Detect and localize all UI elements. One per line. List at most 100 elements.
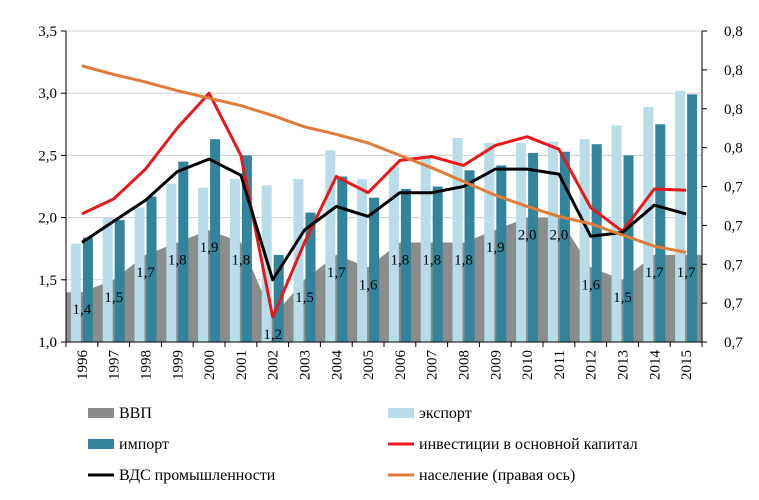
legend: ВВП экспорт импорт инвестиции в основной ка… (88, 405, 638, 484)
export-bar (134, 207, 145, 342)
y-tick-label: 2,5 (38, 148, 57, 164)
gdp-data-label: 1,7 (677, 265, 696, 281)
x-tick-label: 2003 (298, 350, 314, 380)
gdp-data-label: 2,0 (518, 228, 537, 244)
gdp-data-label: 1,8 (168, 253, 187, 269)
population-line (81, 64, 687, 254)
gdp-data-label: 1,5 (295, 290, 314, 306)
axes (61, 30, 707, 347)
x-tick-label: 2002 (266, 350, 282, 380)
import-bar (178, 161, 189, 342)
import-bar (241, 155, 252, 342)
x-tick-label: 2012 (584, 350, 600, 380)
x-tick-label: 2004 (329, 350, 345, 381)
legend-label-population: население (правая ось) (419, 467, 575, 484)
legend-swatch-gdp (88, 408, 114, 418)
import-bar (623, 155, 634, 342)
gdp-data-label: 1,8 (422, 253, 441, 269)
x-tick-label: 2015 (679, 350, 695, 380)
legend-label-investment: инвестиции в основной капитал (419, 436, 638, 453)
gdp-data-label: 1,8 (454, 253, 473, 269)
gdp-data-label: 1,9 (486, 240, 505, 256)
import-bar (273, 254, 284, 342)
gdp-data-label: 1,6 (581, 277, 600, 293)
y2-tick-label: 0,7 (724, 180, 743, 196)
import-bar (464, 170, 475, 342)
gdp-data-label: 1,9 (200, 240, 219, 256)
export-bar (325, 150, 336, 342)
gdp-data-label: 1,7 (645, 265, 664, 281)
import-bar (591, 144, 602, 342)
y2-tick-label: 0,8 (724, 102, 743, 118)
export-bar (675, 90, 686, 342)
export-bar (420, 155, 431, 342)
import-bar (82, 237, 93, 342)
x-tick-label: 2001 (234, 350, 250, 380)
y-tick-label: 2,0 (38, 211, 57, 227)
gdp-data-label: 2,0 (550, 228, 569, 244)
x-tick-label: 2005 (361, 350, 377, 380)
import-bar (559, 151, 570, 342)
export-bar (293, 179, 304, 342)
import-bar (369, 197, 380, 342)
tick-labels: 1,0 1,5 2,0 2,5 3,0 3,5 0,7 0,7 0,7 0,7 0,7 0,8 0,8 0… (38, 24, 743, 380)
y-tick-label: 1,0 (38, 335, 57, 351)
export-bar (516, 143, 527, 342)
export-bar (166, 184, 177, 342)
import-bar (146, 196, 157, 342)
x-tick-label: 2007 (425, 350, 441, 381)
x-tick-label: 1997 (107, 350, 123, 381)
y2-tick-label: 0,7 (724, 257, 743, 273)
x-tick-label: 2006 (393, 350, 409, 381)
y2-tick-label: 0,7 (724, 335, 743, 351)
export-bar (198, 187, 209, 342)
import-bar (655, 124, 666, 342)
lines-layer (81, 64, 687, 319)
gdp-data-label: 1,6 (359, 277, 378, 293)
export-bar (547, 141, 558, 342)
gdp-data-label: 1,5 (613, 290, 632, 306)
export-bar (70, 243, 81, 342)
export-bar (357, 179, 368, 342)
import-bar (210, 139, 221, 342)
x-tick-label: 2009 (488, 350, 504, 380)
x-tick-label: 1996 (75, 350, 91, 381)
import-bar (400, 189, 411, 342)
x-tick-label: 2011 (552, 350, 568, 379)
gdp-area-layer (66, 217, 702, 342)
gdp-data-label: 1,8 (391, 253, 410, 269)
x-tick-label: 2014 (647, 350, 663, 381)
y-tick-label: 1,5 (38, 273, 57, 289)
import-bar (528, 152, 539, 342)
export-bar (229, 179, 240, 342)
x-tick-label: 1999 (170, 350, 186, 380)
export-bar (579, 139, 590, 342)
grid (66, 30, 702, 281)
export-bar (452, 138, 463, 342)
y2-tick-label: 0,7 (724, 296, 743, 312)
data-labels: 1,4 1,5 1,7 1,8 1,9 1,8 1,2 1,5 1,7 1,6 1,8 1,8 1,8 1… (73, 228, 696, 344)
import-bar (432, 186, 443, 342)
export-bar (102, 217, 113, 342)
export-bar (388, 166, 399, 342)
legend-label-export: экспорт (419, 405, 472, 422)
y-tick-label: 3,5 (38, 24, 57, 40)
legend-label-import: импорт (119, 436, 169, 453)
legend-swatch-import (88, 439, 114, 449)
gdp-data-label: 1,7 (136, 265, 155, 281)
import-bar (496, 165, 507, 342)
export-bar (643, 106, 654, 343)
x-tick-label: 1998 (139, 350, 155, 380)
y2-tick-label: 0,8 (724, 24, 743, 40)
y2-tick-label: 0,8 (724, 63, 743, 79)
gdp-data-label: 1,7 (327, 265, 346, 281)
legend-label-gdp: ВВП (119, 405, 152, 422)
export-bar (484, 143, 495, 342)
x-tick-label: 2013 (616, 350, 632, 380)
gdp-data-label: 1,2 (263, 327, 282, 343)
gdp-data-label: 1,4 (73, 302, 92, 318)
y2-tick-label: 0,7 (724, 218, 743, 234)
y-tick-label: 3,0 (38, 86, 57, 102)
